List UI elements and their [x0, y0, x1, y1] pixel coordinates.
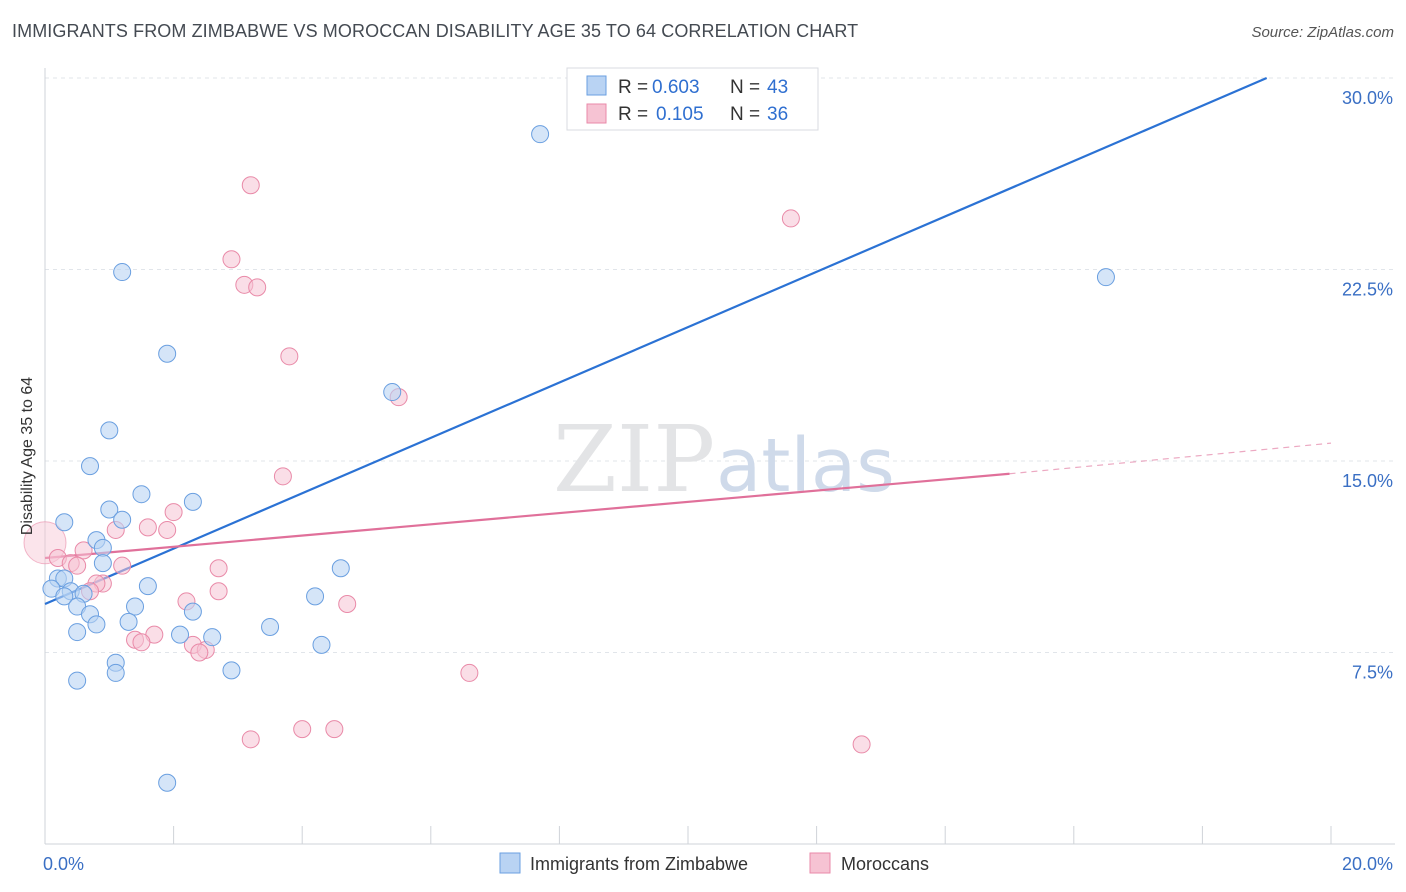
point-moroccans-24 [338, 594, 357, 613]
point-zimbabwe-26 [183, 602, 202, 621]
watermark: ZIP atlas [553, 406, 895, 513]
point-zimbabwe-31 [68, 623, 87, 642]
point-moroccans-4 [248, 278, 267, 297]
point-moroccans-8 [164, 503, 183, 522]
legend-n-label-1: N = [730, 77, 760, 98]
legend-n-value-1: 43 [767, 77, 788, 98]
correlation-legend: R = 0.603 N = 43 R = 0.105 N = 36 [566, 67, 819, 131]
trendlines [44, 76, 1332, 605]
y-tick-label-3: 30.0% [1342, 88, 1393, 108]
point-moroccans-1 [781, 209, 800, 228]
point-moroccans-11 [158, 520, 177, 539]
point-zimbabwe-11 [55, 513, 74, 532]
bottom-legend-label-zimbabwe: Immigrants from Zimbabwe [530, 854, 748, 874]
point-zimbabwe-4 [383, 383, 402, 402]
point-zimbabwe-22 [306, 587, 325, 606]
bottom-legend-label-moroccans: Moroccans [841, 854, 929, 874]
point-moroccans-30 [190, 643, 209, 662]
tick-labels: 7.5% 15.0% 22.5% 30.0% 0.0% 20.0% [43, 88, 1393, 874]
trendline-moroccans-extension [1009, 442, 1332, 475]
point-zimbabwe-0 [531, 125, 550, 144]
legend-n-value-2: 36 [767, 104, 788, 125]
bottom-legend-swatch-zimbabwe [499, 852, 521, 874]
y-tick-label-0: 7.5% [1352, 663, 1393, 683]
legend-r-value-1: 0.603 [652, 77, 700, 98]
point-zimbabwe-39 [158, 773, 177, 792]
watermark-zip: ZIP [553, 406, 715, 513]
grid-lines [45, 77, 1395, 653]
legend-r-label-1: R = [618, 77, 648, 98]
point-zimbabwe-23 [55, 587, 74, 606]
axes [44, 68, 1395, 845]
point-zimbabwe-8 [183, 492, 202, 511]
y-axis-title: Disability Age 35 to 64 [19, 377, 36, 535]
point-zimbabwe-14 [93, 554, 112, 573]
point-moroccans-22 [209, 582, 228, 601]
source-credit: Source: ZipAtlas.com [1251, 24, 1394, 41]
point-zimbabwe-29 [119, 612, 138, 631]
point-zimbabwe-38 [68, 671, 87, 690]
point-moroccans-34 [325, 720, 344, 739]
point-zimbabwe-37 [222, 661, 241, 680]
point-moroccans-16 [68, 556, 87, 575]
point-zimbabwe-5 [100, 421, 119, 440]
trendline-zimbabwe [44, 76, 1268, 605]
watermark-atlas: atlas [716, 423, 895, 509]
point-zimbabwe-33 [203, 628, 222, 647]
point-moroccans-2 [222, 250, 241, 269]
point-moroccans-5 [280, 347, 299, 366]
point-zimbabwe-15 [331, 559, 350, 578]
point-zimbabwe-1 [113, 263, 132, 282]
point-moroccans-13 [74, 541, 93, 560]
point-moroccans-32 [241, 730, 260, 749]
legend-r-label-2: R = [618, 104, 648, 125]
legend-swatch-zimbabwe [586, 75, 607, 96]
point-zimbabwe-3 [158, 344, 177, 363]
chart-title: IMMIGRANTS FROM ZIMBABWE VS MOROCCAN DIS… [12, 21, 859, 41]
point-zimbabwe-9 [100, 500, 119, 519]
data-points [23, 125, 1115, 792]
x-tick-label-max: 20.0% [1342, 854, 1393, 874]
legend-n-label-2: N = [730, 104, 760, 125]
point-zimbabwe-32 [171, 625, 190, 644]
point-moroccans-17 [113, 556, 132, 575]
point-zimbabwe-6 [81, 457, 100, 476]
point-zimbabwe-36 [106, 663, 125, 682]
x-tick-label-min: 0.0% [43, 854, 84, 874]
point-zimbabwe-10 [113, 510, 132, 529]
point-moroccans-31 [460, 663, 479, 682]
y-tick-label-1: 15.0% [1342, 471, 1393, 491]
point-moroccans-9 [138, 518, 157, 537]
legend-swatch-moroccans [586, 103, 607, 124]
point-zimbabwe-34 [312, 635, 331, 654]
point-moroccans-35 [852, 735, 871, 754]
point-zimbabwe-28 [87, 615, 106, 634]
point-moroccans-0 [241, 176, 260, 195]
point-moroccans-7 [273, 467, 292, 486]
point-zimbabwe-7 [132, 485, 151, 504]
point-zimbabwe-13 [93, 538, 112, 557]
trendline-moroccans [44, 472, 1010, 560]
point-zimbabwe-2 [1096, 268, 1115, 287]
bottom-legend-swatch-moroccans [809, 852, 831, 874]
point-moroccans-18 [209, 559, 228, 578]
point-zimbabwe-18 [138, 577, 157, 596]
point-moroccans-27 [132, 633, 151, 652]
point-moroccans-33 [293, 720, 312, 739]
y-tick-label-2: 22.5% [1342, 280, 1393, 300]
point-zimbabwe-25 [126, 597, 145, 616]
point-zimbabwe-30 [261, 617, 280, 636]
legend-r-value-2: 0.105 [656, 104, 704, 125]
series-legend: Immigrants from Zimbabwe Moroccans [499, 852, 929, 874]
